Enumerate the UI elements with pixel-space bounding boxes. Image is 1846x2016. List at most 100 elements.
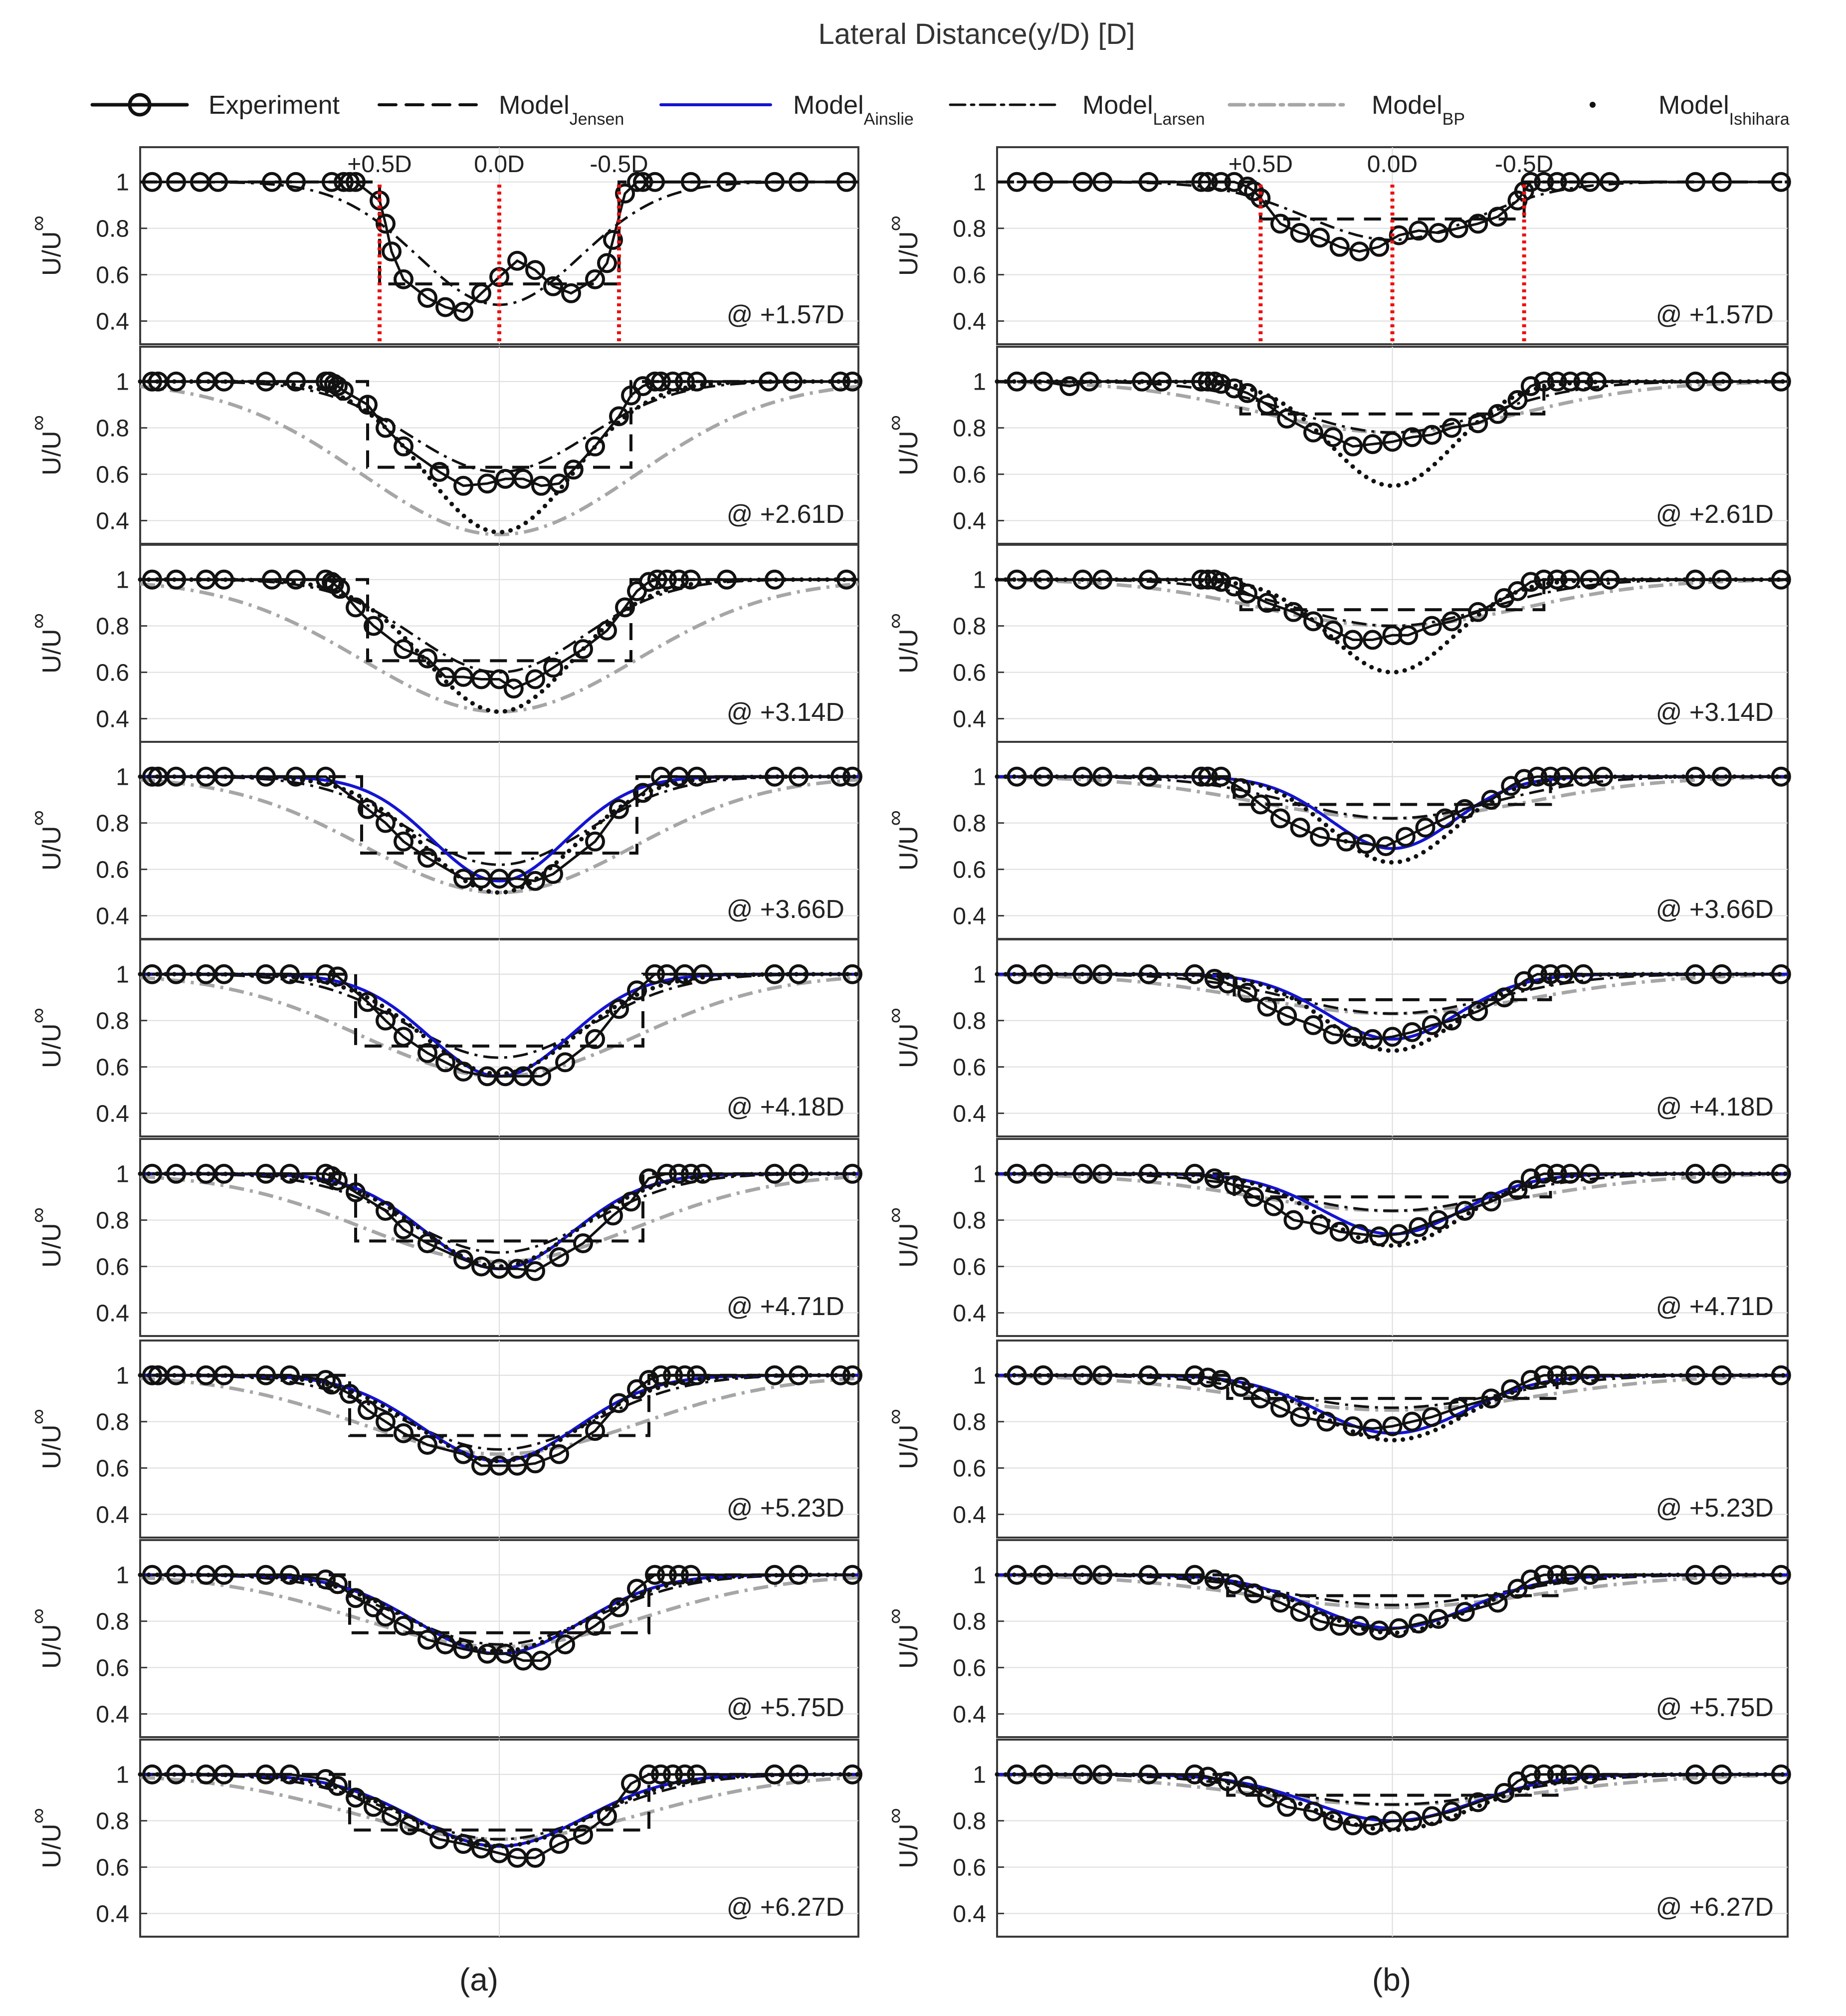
y-tick-label: 1: [973, 962, 986, 988]
y-axis-label: U/U∞: [26, 613, 66, 673]
experiment-point: [1323, 427, 1343, 448]
y-axis-label-base: U/U: [894, 431, 923, 475]
y-axis-label-sub: ∞: [26, 216, 50, 231]
experiment-point: [1329, 236, 1350, 257]
experiment-point: [166, 569, 186, 590]
y-tick-label: 1: [116, 1161, 129, 1188]
experiment-point: [477, 473, 497, 494]
experiment-point: [1520, 1569, 1541, 1589]
experiment-point: [663, 1764, 683, 1785]
experiment-point: [1468, 413, 1488, 434]
y-axis-label: U/U∞: [883, 1608, 923, 1669]
experiment-point: [687, 1365, 707, 1385]
y-axis-label: U/U∞: [26, 1008, 66, 1068]
experiment-point: [603, 229, 623, 250]
y-axis-label-sub: ∞: [883, 810, 907, 826]
experiment-point: [394, 1615, 413, 1636]
experiment-point: [1007, 766, 1027, 787]
experiment-point: [346, 1588, 366, 1608]
experiment-point: [765, 1565, 785, 1585]
experiment-point: [1560, 172, 1581, 192]
experiment-point: [435, 297, 455, 317]
experiment-point: [1310, 827, 1330, 847]
experiment-point: [166, 371, 186, 392]
experiment-point: [1092, 1163, 1113, 1184]
experiment-point: [621, 1774, 641, 1794]
y-tick-label: 0.4: [96, 309, 129, 335]
experiment-point: [615, 183, 635, 204]
experiment-point: [675, 1764, 695, 1785]
experiment-point: [639, 1168, 659, 1188]
y-axis-label-sub: ∞: [26, 810, 50, 826]
experiment-point: [280, 1365, 300, 1385]
y-tick-label: 1: [116, 369, 129, 396]
experiment-point: [681, 1163, 701, 1184]
experiment-point: [1231, 1376, 1251, 1397]
experiment-point: [1072, 1565, 1093, 1585]
station-label: @ +4.71D: [727, 1292, 844, 1321]
experiment-point: [1224, 1574, 1244, 1594]
experiment-point: [1211, 572, 1231, 592]
experiment-point: [842, 964, 862, 984]
y-tick-label: 0.6: [96, 1855, 129, 1881]
experiment-point: [286, 371, 306, 392]
experiment-point: [842, 1365, 862, 1385]
experiment-point: [1369, 236, 1390, 257]
legend-label-exp: Experiment: [208, 91, 340, 120]
y-tick-label: 0.6: [953, 1055, 986, 1081]
experiment-point: [280, 964, 300, 984]
experiment-point: [166, 1764, 186, 1785]
series-bp: [140, 1376, 859, 1456]
experiment-point: [1033, 569, 1053, 590]
y-axis-label-sub: ∞: [883, 613, 907, 629]
experiment-point: [789, 964, 809, 984]
series-jensen: [140, 578, 858, 663]
experiment-point: [573, 1233, 593, 1254]
experiment-point: [1072, 766, 1093, 787]
experiment-point: [435, 1052, 455, 1073]
y-axis-label-base: U/U: [37, 1023, 66, 1068]
experiment-point: [1580, 1163, 1600, 1184]
experiment-point: [1257, 395, 1277, 415]
experiment-point: [1290, 1602, 1310, 1622]
experiment-point: [376, 214, 396, 234]
experiment-point: [1494, 987, 1514, 1008]
experiment-point: [142, 569, 162, 590]
experiment-point: [1211, 172, 1231, 192]
y-tick-label: 1: [973, 1363, 986, 1389]
experiment-point: [1007, 1365, 1027, 1385]
panel-a: 0.40.60.81U/U∞+0.5D 0.0D -0.5D@ +1.57D0.40…: [26, 146, 862, 1998]
experiment-point: [717, 569, 737, 590]
y-axis-label: U/U∞: [26, 1808, 66, 1868]
y-tick-label: 0.8: [953, 1609, 986, 1635]
experiment-point: [1422, 1407, 1442, 1427]
series-jensen: [140, 1373, 858, 1437]
station-label: @ +3.14D: [1656, 698, 1774, 727]
experiment-point: [1711, 1764, 1732, 1785]
experiment-point: [1547, 569, 1567, 590]
experiment-point: [1007, 569, 1027, 590]
experiment-point: [346, 1788, 366, 1808]
experiment-point: [417, 1043, 437, 1063]
experiment-point: [1771, 172, 1791, 192]
experiment-point: [555, 1052, 575, 1073]
experiment-point: [1685, 964, 1706, 984]
experiment-point: [1033, 766, 1053, 787]
experiment-point: [1092, 1565, 1113, 1585]
experiment-point: [1429, 1609, 1448, 1629]
experiment-point: [1560, 1565, 1581, 1585]
series-bp: [997, 1573, 1788, 1609]
y-tick-label: 0.6: [96, 1655, 129, 1682]
experiment-point: [256, 1365, 276, 1385]
experiment-point: [1547, 371, 1567, 392]
experiment-point: [280, 1163, 300, 1184]
experiment-point: [328, 1574, 348, 1594]
experiment-point: [1771, 766, 1791, 787]
experiment-point: [166, 1163, 186, 1184]
experiment-point: [789, 766, 809, 787]
experiment-point: [503, 678, 524, 699]
experiment-point: [1204, 969, 1225, 989]
experiment-point: [842, 1565, 862, 1585]
subplot-a-6: 0.4 0.6 0.8 1 U/U∞ @ +4.71D: [26, 1138, 862, 1337]
experiment-point: [543, 276, 563, 296]
